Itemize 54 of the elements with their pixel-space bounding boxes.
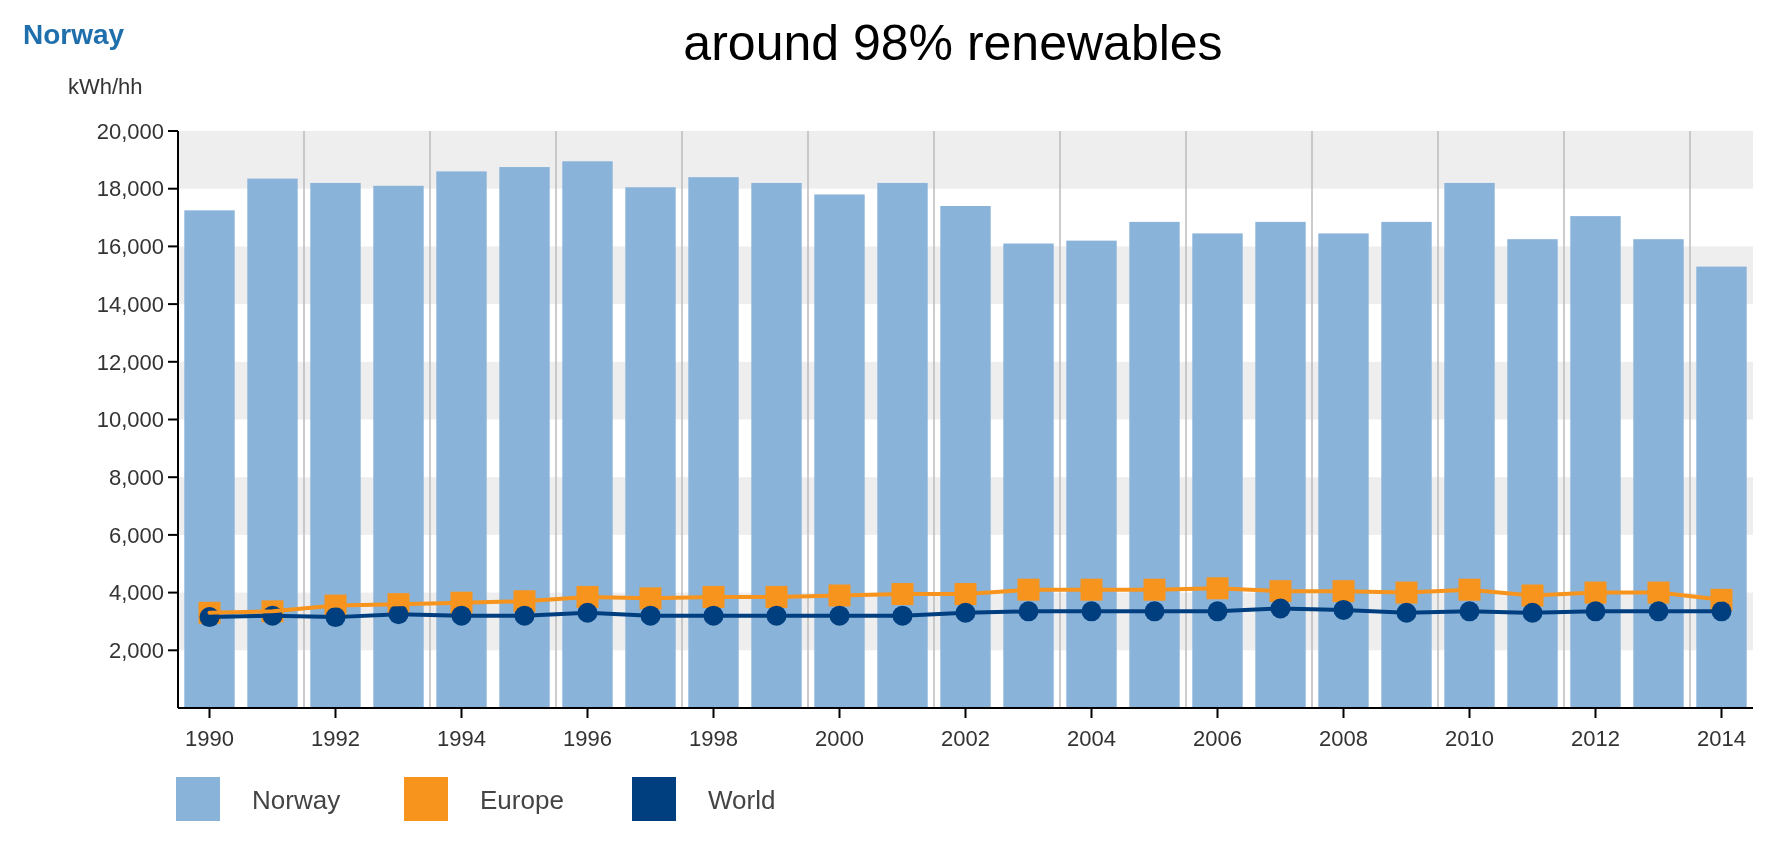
legend-label: Europe [480, 785, 564, 815]
chart-subtitle: Norway [23, 19, 125, 50]
bar [877, 182, 928, 708]
bar [310, 182, 361, 708]
bar [751, 182, 802, 708]
bar [1444, 182, 1495, 708]
bar [436, 171, 487, 708]
x-tick-label: 1990 [185, 726, 234, 751]
y-tick-label: 2,000 [108, 638, 164, 663]
y-tick-label: 12,000 [96, 349, 164, 375]
legend-label: World [708, 785, 776, 815]
bar [1318, 233, 1369, 708]
y-tick-label: 4,000 [108, 580, 164, 606]
x-tick-label: 2014 [1697, 726, 1746, 751]
bar [1696, 266, 1747, 708]
x-tick-label: 2008 [1319, 726, 1368, 751]
x-tick-label: 1996 [563, 726, 612, 751]
bar [1570, 216, 1621, 708]
bar [940, 206, 991, 708]
x-tick-label: 2006 [1193, 726, 1242, 751]
x-tick-label: 2000 [815, 726, 864, 751]
legend-label: Norway [252, 785, 341, 815]
bar [625, 187, 676, 708]
bar [247, 178, 298, 708]
y-tick-label: 16,000 [96, 234, 164, 260]
bar [1192, 233, 1243, 708]
bar [1129, 221, 1180, 708]
bar [499, 167, 550, 708]
bar [1003, 243, 1054, 708]
x-tick-label: 2004 [1067, 726, 1116, 751]
y-tick-label: 18,000 [96, 176, 164, 202]
bar [373, 185, 424, 708]
bar [1255, 221, 1306, 708]
bar [562, 161, 613, 708]
y-tick-label: 6,000 [108, 522, 164, 548]
x-tick-label: 1992 [311, 726, 360, 751]
y-tick-label: 14,000 [96, 291, 164, 317]
x-tick-label: 1998 [689, 726, 738, 751]
x-tick-label: 2012 [1571, 726, 1620, 751]
bar [184, 210, 235, 708]
bar [1507, 239, 1558, 708]
x-tick-label: 1994 [437, 726, 486, 751]
y-tick-label: 20,000 [96, 118, 164, 144]
chart-title: around 98% renewables [683, 15, 1223, 71]
bar [1066, 240, 1117, 708]
x-tick-label: 2010 [1445, 726, 1494, 751]
y-tick-label: 10,000 [96, 407, 164, 433]
bar [814, 194, 865, 708]
bar [688, 177, 739, 708]
x-tick-label: 2002 [941, 726, 990, 751]
bar [1381, 221, 1432, 708]
y-tick-label: 8,000 [108, 464, 164, 490]
y-axis-title: kWh/hh [68, 74, 143, 99]
bar [1633, 239, 1684, 708]
